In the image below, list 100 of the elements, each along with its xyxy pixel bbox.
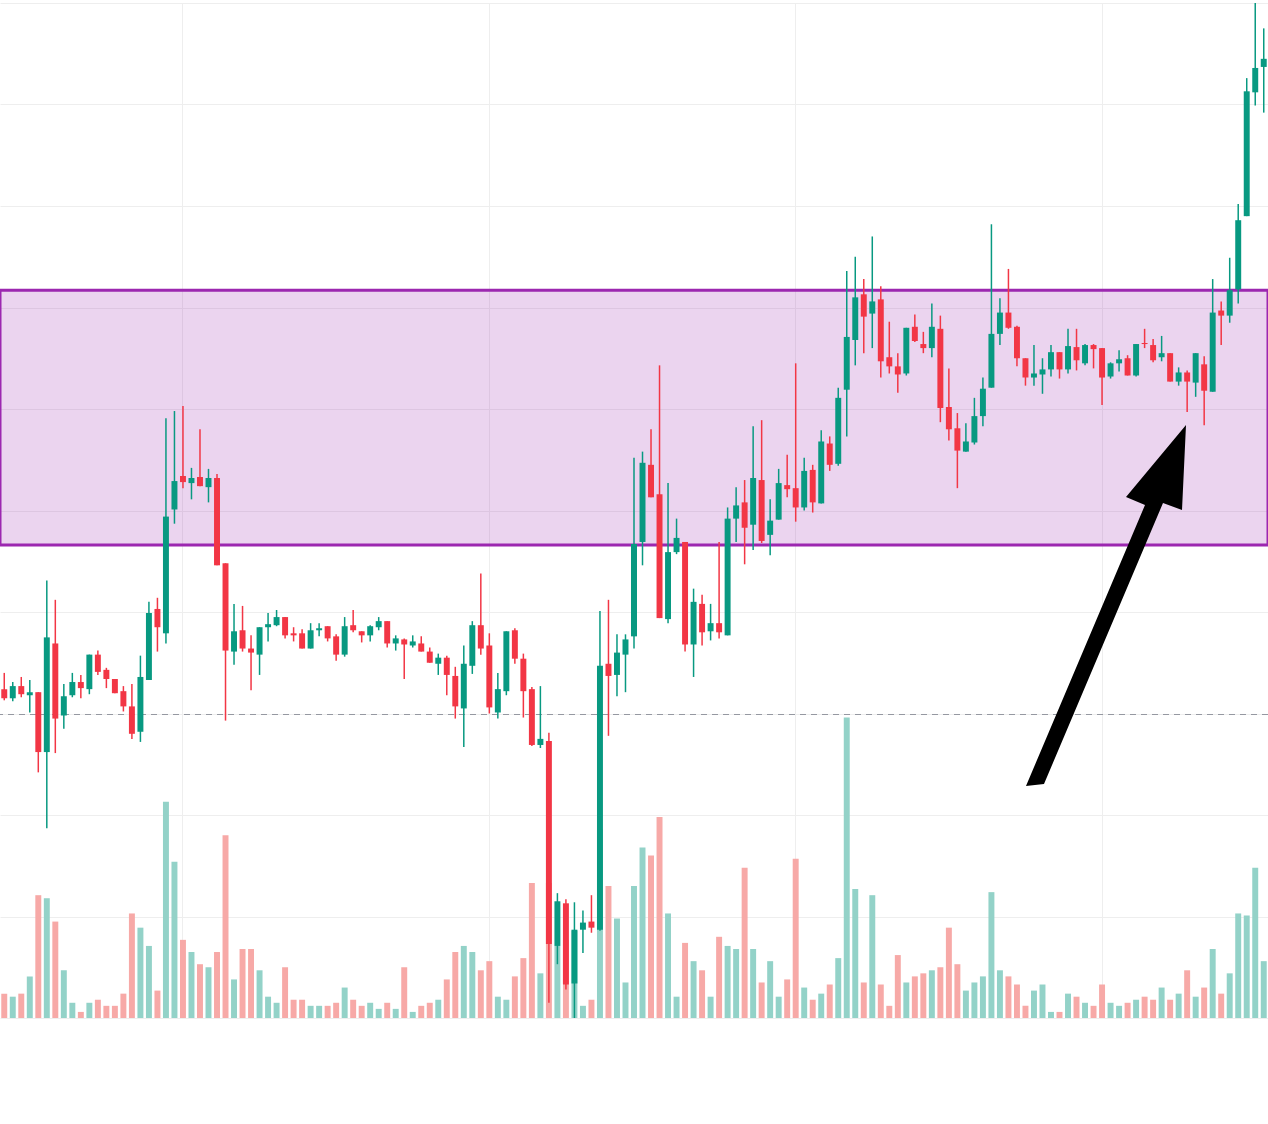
candlestick bbox=[826, 435, 833, 472]
bar bbox=[665, 913, 672, 1018]
bar bbox=[750, 948, 757, 1018]
bar bbox=[392, 1008, 399, 1018]
bar bbox=[996, 970, 1003, 1018]
candlestick bbox=[945, 367, 952, 442]
bar bbox=[724, 945, 731, 1018]
candlestick bbox=[401, 637, 408, 680]
bar bbox=[418, 1005, 425, 1018]
bar bbox=[1073, 996, 1080, 1018]
bar bbox=[682, 942, 689, 1018]
bar bbox=[248, 948, 255, 1018]
candlestick bbox=[18, 676, 25, 699]
candlestick bbox=[69, 672, 76, 699]
bar bbox=[1158, 987, 1165, 1018]
bar bbox=[1090, 1005, 1097, 1018]
bar bbox=[511, 976, 518, 1018]
bar bbox=[1099, 984, 1106, 1018]
candlestick bbox=[239, 605, 246, 653]
candlestick bbox=[1150, 338, 1157, 364]
bar bbox=[231, 979, 238, 1018]
bar bbox=[1065, 993, 1071, 1018]
bar bbox=[1175, 993, 1182, 1018]
bar bbox=[154, 990, 161, 1018]
bar bbox=[1, 993, 8, 1018]
candlestick bbox=[1090, 343, 1097, 370]
bar bbox=[894, 955, 901, 1018]
candlestick bbox=[1048, 344, 1054, 378]
bar bbox=[741, 867, 748, 1018]
bar bbox=[758, 982, 765, 1018]
bar bbox=[1124, 1002, 1131, 1018]
bar bbox=[1005, 976, 1012, 1018]
bar bbox=[1209, 948, 1216, 1018]
candlestick bbox=[103, 667, 110, 689]
candlestick bbox=[197, 428, 203, 487]
bar bbox=[852, 889, 859, 1018]
bar bbox=[86, 1002, 93, 1018]
bar bbox=[367, 1002, 374, 1018]
bar bbox=[333, 1002, 340, 1018]
bar bbox=[324, 1005, 331, 1018]
bar bbox=[886, 1005, 893, 1018]
candlestick bbox=[911, 313, 918, 343]
bar bbox=[928, 970, 935, 1018]
bar bbox=[35, 895, 42, 1018]
candlestick bbox=[494, 672, 501, 720]
candlestick bbox=[443, 654, 450, 696]
bar bbox=[316, 1005, 323, 1018]
bar bbox=[860, 982, 867, 1018]
bar bbox=[214, 952, 220, 1018]
bar bbox=[256, 970, 263, 1018]
bar bbox=[452, 952, 459, 1018]
bar bbox=[171, 861, 178, 1018]
candlestick bbox=[1030, 344, 1037, 387]
bar bbox=[869, 895, 876, 1018]
bar bbox=[767, 961, 774, 1018]
candlestick bbox=[1005, 268, 1012, 330]
bar bbox=[1150, 999, 1157, 1018]
candlestick bbox=[996, 297, 1003, 346]
bar bbox=[945, 927, 952, 1018]
candlestick bbox=[231, 603, 238, 666]
bar bbox=[307, 1005, 314, 1018]
bar bbox=[954, 964, 961, 1018]
bar bbox=[528, 883, 535, 1018]
bar bbox=[911, 976, 918, 1018]
bar bbox=[1030, 990, 1037, 1018]
candlestick bbox=[1260, 27, 1267, 114]
bar bbox=[52, 921, 59, 1018]
candlestick bbox=[282, 616, 289, 640]
bar bbox=[299, 999, 306, 1018]
candlestick bbox=[60, 683, 67, 730]
candlestick bbox=[869, 235, 876, 349]
candlestick bbox=[784, 453, 791, 499]
candlestick bbox=[1, 672, 8, 702]
candlestick bbox=[350, 609, 357, 634]
candlestick bbox=[605, 599, 612, 737]
candlestick bbox=[614, 633, 620, 697]
bar bbox=[1082, 1002, 1089, 1018]
bar bbox=[588, 999, 595, 1018]
candlestick bbox=[316, 622, 323, 638]
bar bbox=[520, 958, 527, 1018]
bar bbox=[375, 1008, 382, 1018]
candlestick bbox=[886, 320, 893, 375]
bar bbox=[1048, 1011, 1054, 1018]
bar bbox=[937, 967, 944, 1018]
bar bbox=[401, 967, 408, 1018]
candlestick bbox=[9, 681, 16, 703]
bar bbox=[877, 984, 884, 1018]
bar bbox=[1260, 961, 1267, 1018]
candlestick bbox=[1065, 328, 1071, 375]
bar bbox=[469, 952, 476, 1018]
bar bbox=[1218, 993, 1225, 1018]
candlestick bbox=[77, 674, 84, 700]
candlestick bbox=[477, 572, 484, 656]
candlestick bbox=[299, 628, 306, 650]
bar bbox=[1226, 973, 1233, 1018]
bar bbox=[605, 886, 612, 1018]
bar bbox=[120, 993, 127, 1018]
candlestick bbox=[894, 352, 901, 394]
bar bbox=[1252, 867, 1259, 1018]
bar bbox=[733, 948, 740, 1018]
